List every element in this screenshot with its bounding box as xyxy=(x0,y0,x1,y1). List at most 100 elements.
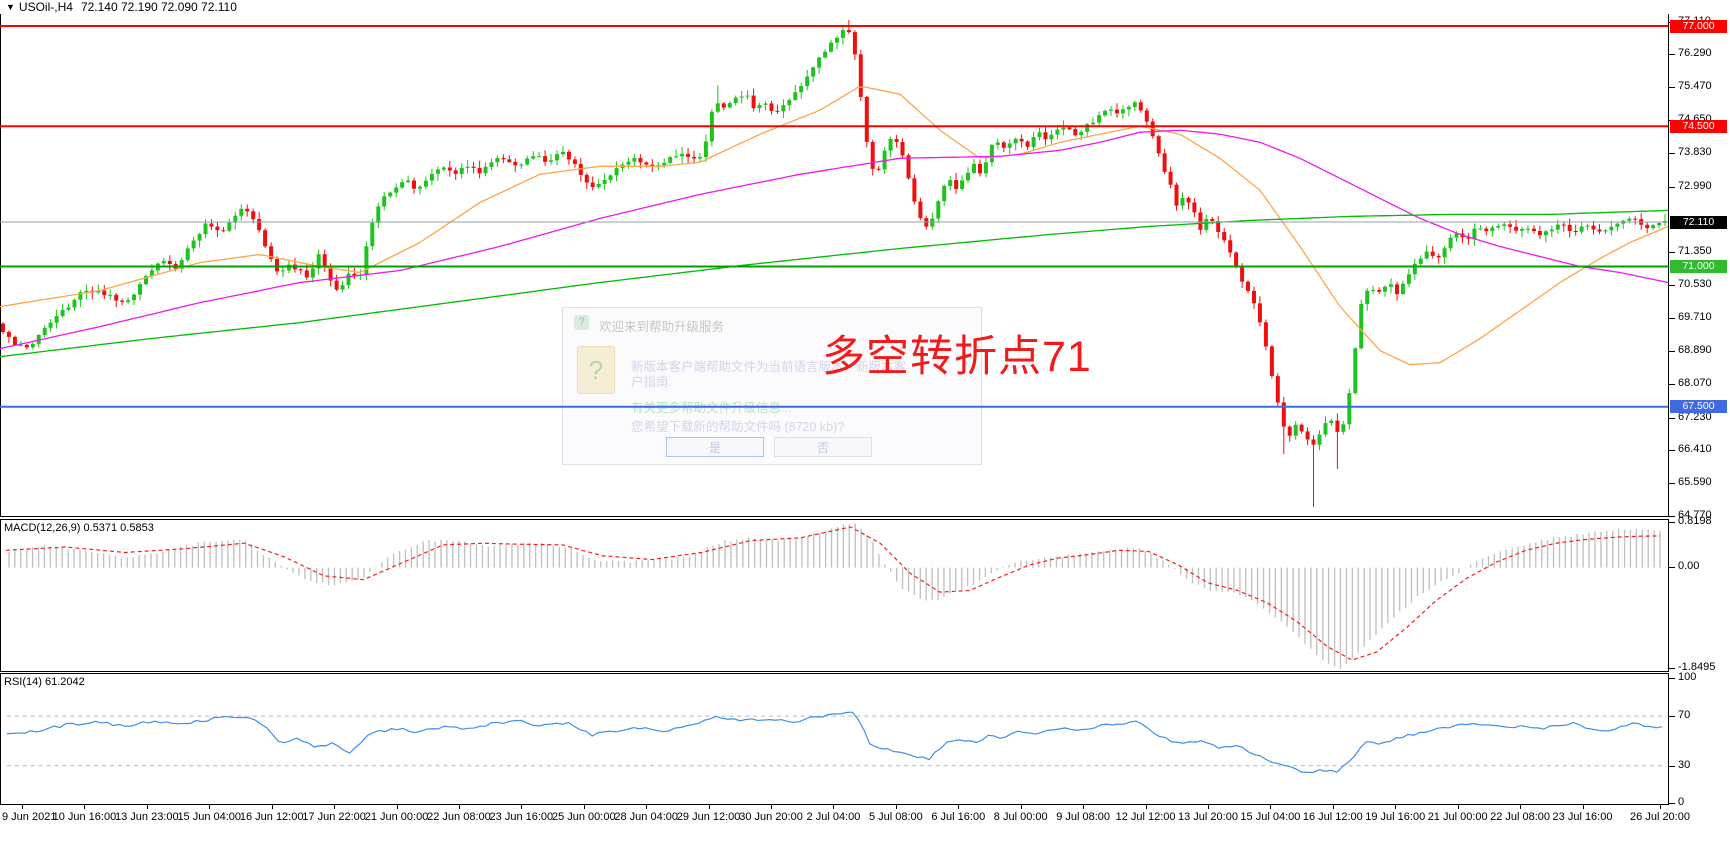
price-axis-label: 72.990 xyxy=(1678,179,1712,192)
axis-tick-mark xyxy=(1669,54,1675,56)
rsi-value: 61.2042 xyxy=(44,676,85,688)
time-tick-mark xyxy=(271,805,273,809)
time-axis-label: 22 Jun 08:00 xyxy=(427,811,491,823)
time-tick-mark xyxy=(958,805,960,809)
time-tick-mark xyxy=(22,805,23,809)
dialog-title: 欢迎来到帮助升级服务 xyxy=(599,320,725,334)
axis-tick-mark xyxy=(1669,516,1675,518)
time-tick-mark xyxy=(1395,805,1397,809)
time-axis-label: 12 Jul 12:00 xyxy=(1115,811,1176,823)
macd-chart[interactable] xyxy=(1,520,1668,671)
time-axis-label: 13 Jun 23:00 xyxy=(115,811,179,823)
price-axis-label: 76.290 xyxy=(1678,47,1712,60)
price-level-badge: 71.000 xyxy=(1670,260,1727,273)
rsi-axis-label: 30 xyxy=(1678,758,1691,771)
price-level-badge: 74.500 xyxy=(1670,119,1727,133)
time-axis-label: 23 Jun 16:00 xyxy=(489,811,554,823)
time-tick-mark xyxy=(84,805,86,809)
axis-tick-mark xyxy=(1669,483,1675,485)
rsi-label: RSI(14) 61.2042 xyxy=(4,676,85,688)
axis-tick-mark xyxy=(1669,285,1675,287)
macd-axis-label: 0.8198 xyxy=(1678,515,1712,528)
time-tick-mark xyxy=(209,805,211,809)
price-axis-label: 68.070 xyxy=(1678,376,1712,389)
price-level-badge: 72.110 xyxy=(1670,215,1727,229)
time-tick-mark xyxy=(1083,805,1085,809)
chevron-down-icon[interactable]: ▼ xyxy=(6,2,15,12)
time-axis-label: 16 Jul 12:00 xyxy=(1302,811,1363,823)
macd-axis-label: 0.00 xyxy=(1678,560,1700,572)
time-tick-mark xyxy=(1020,805,1022,809)
time-tick-mark xyxy=(583,805,585,809)
time-axis-label: 17 Jun 22:00 xyxy=(302,811,366,823)
time-axis: 9 Jun 2021 10 Jun 16:00 13 Jun 23:00 15 Jun… xyxy=(0,805,1730,841)
time-axis-label: 25 Jun 00:00 xyxy=(551,811,616,823)
time-axis-label: 2 Jul 04:00 xyxy=(806,811,861,823)
symbol-timeframe-label: USOil-,H4 xyxy=(18,0,73,14)
time-axis-label: 9 Jul 08:00 xyxy=(1056,811,1111,823)
price-axis-label: 68.890 xyxy=(1678,344,1712,357)
bull-bear-turning-point-annotation: 多空转折点71 xyxy=(822,333,1092,381)
time-tick-mark xyxy=(521,805,523,809)
axis-tick-mark xyxy=(1669,186,1675,188)
axis-tick-mark xyxy=(1669,318,1675,320)
rsi-axis-label: 70 xyxy=(1678,708,1691,721)
help-dialog-icon: ? xyxy=(574,315,589,330)
price-axis-label: 70.530 xyxy=(1678,278,1712,291)
yes-button[interactable]: 是 xyxy=(666,437,764,457)
time-axis-label: 5 Jul 08:00 xyxy=(868,811,923,823)
time-axis-label: 22 Jul 08:00 xyxy=(1490,811,1551,823)
axis-tick-mark xyxy=(1669,417,1675,419)
axis-tick-mark xyxy=(1669,765,1675,767)
axis-tick-mark xyxy=(1669,678,1675,679)
time-tick-mark xyxy=(146,805,148,809)
time-axis-label: 30 Jun 20:00 xyxy=(739,811,803,823)
time-axis-label: 29 Jun 12:00 xyxy=(676,811,741,823)
axis-tick-mark xyxy=(1669,567,1675,568)
time-tick-mark xyxy=(895,805,897,809)
axis-tick-mark xyxy=(1669,803,1675,804)
time-axis-label: 9 Jun 2021 xyxy=(2,811,57,823)
no-button[interactable]: 否 xyxy=(774,437,872,457)
time-tick-mark xyxy=(458,805,460,809)
axis-tick-mark xyxy=(1669,87,1675,89)
price-axis-label: 73.830 xyxy=(1678,146,1712,159)
price-axis-label: 67.230 xyxy=(1678,410,1712,423)
dialog-link[interactable]: 有关更多帮助文件升级信息... xyxy=(631,401,792,415)
price-axis-label: 65.590 xyxy=(1678,476,1712,489)
time-tick-mark xyxy=(1520,805,1522,809)
price-level-badge: 77.000 xyxy=(1670,19,1727,33)
rsi-chart[interactable] xyxy=(1,674,1668,804)
time-tick-mark xyxy=(1207,805,1209,809)
time-axis-label: 15 Jul 04:00 xyxy=(1240,811,1301,823)
time-tick-mark xyxy=(771,805,773,809)
macd-label: MACD(12,26,9) 0.5371 0.5853 xyxy=(4,522,154,534)
price-axis-label: 69.710 xyxy=(1678,311,1712,324)
time-tick-mark xyxy=(1582,805,1584,809)
axis-tick-mark xyxy=(1669,522,1675,524)
candlestick-chart[interactable] xyxy=(0,14,1668,517)
price-axis-label: 75.470 xyxy=(1678,80,1712,93)
price-axis: 77.11076.29075.47074.65073.83072.99071.3… xyxy=(1669,0,1730,841)
package-question-icon: ? xyxy=(577,346,615,394)
time-tick-mark xyxy=(646,805,648,809)
time-axis-label: 15 Jun 04:00 xyxy=(177,811,242,823)
dialog-question: 您希望下载新的帮助文件吗 (8720 kb)? xyxy=(631,420,845,434)
time-tick-mark xyxy=(1270,805,1272,809)
time-tick-mark xyxy=(708,805,710,809)
rsi-axis-label: 100 xyxy=(1678,671,1697,683)
axis-tick-mark xyxy=(1669,668,1675,670)
macd-values: 0.5371 0.5853 xyxy=(83,522,154,534)
time-axis-label: 10 Jun 16:00 xyxy=(52,811,117,823)
time-axis-label: 21 Jul 00:00 xyxy=(1427,811,1488,823)
time-axis-label: 6 Jul 16:00 xyxy=(931,811,986,823)
axis-tick-mark xyxy=(1669,153,1675,155)
time-axis-label: 13 Jul 20:00 xyxy=(1178,811,1238,823)
time-tick-mark xyxy=(396,805,398,809)
rsi-indicator-panel xyxy=(0,673,1669,805)
help-upgrade-dialog-watermark: ? 欢迎来到帮助升级服务 ? 新版本客户端帮助文件为当前语言版本，新版本客 户指南… xyxy=(562,307,982,465)
price-level-badge: 67.500 xyxy=(1670,400,1727,414)
rsi-axis-label: 0 xyxy=(1678,796,1685,808)
time-tick-mark xyxy=(1660,805,1661,809)
